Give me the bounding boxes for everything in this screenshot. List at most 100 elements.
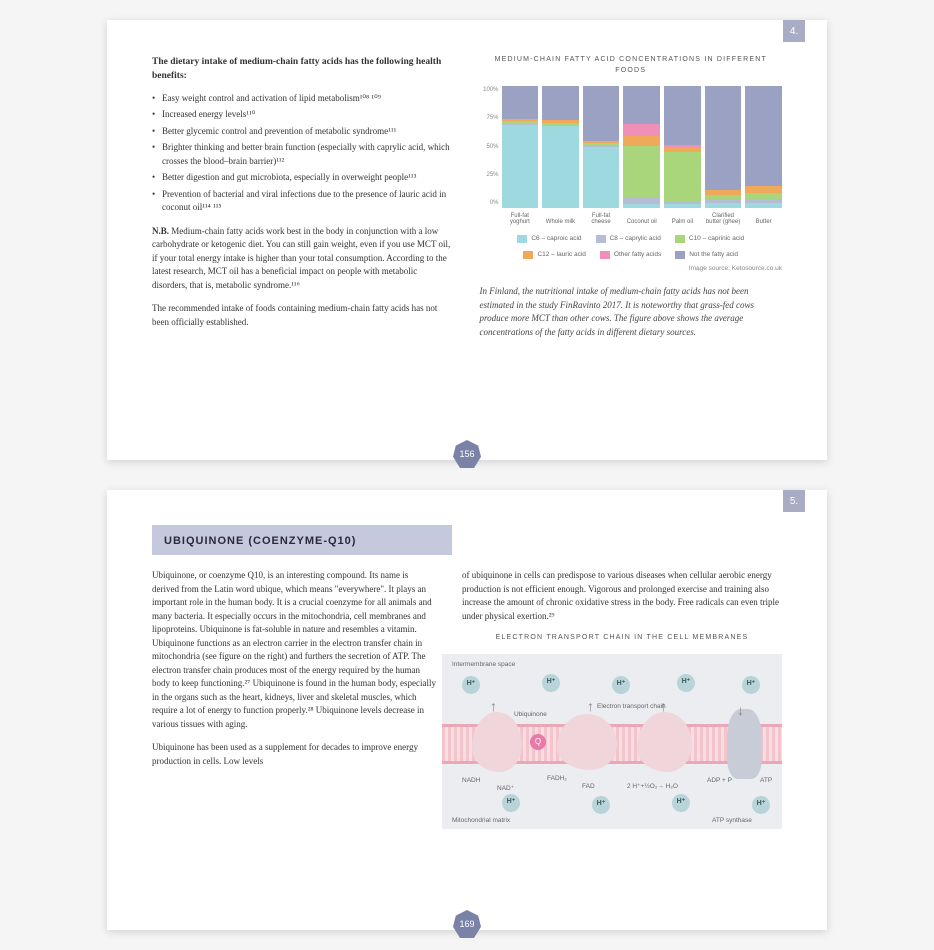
two-column-layout: The dietary intake of medium-chain fatty… xyxy=(152,55,782,425)
legend-item: C6 – caproic acid xyxy=(517,234,581,244)
body-paragraph-2: Ubiquinone has been used as a supplement… xyxy=(152,741,437,768)
nb-paragraph: N.B. Medium-chain fatty acids work best … xyxy=(152,225,455,293)
text-row: Ubiquinone, or coenzyme Q10, is an inter… xyxy=(152,569,782,829)
legend-label: C6 – caproic acid xyxy=(531,234,581,244)
body-paragraph-right: of ubiquinone in cells can predispose to… xyxy=(462,569,782,623)
chart-legend: C6 – caproic acid C8 – caprylic acid C10 –… xyxy=(480,234,783,260)
intermembrane-label: Intermembrane space xyxy=(452,660,515,670)
h-ion: H⁺ xyxy=(752,796,770,814)
benefit-item: Brighter thinking and better brain funct… xyxy=(152,141,455,168)
h-ion: H⁺ xyxy=(462,676,480,694)
mito-matrix-label: Mitochondrial matrix xyxy=(452,816,510,826)
bar-segment xyxy=(502,86,539,119)
h-ion: H⁺ xyxy=(672,794,690,812)
bar-segment xyxy=(664,152,701,201)
legend-swatch xyxy=(596,235,606,243)
section-heading-bar: UBIQUINONE (COENZYME-Q10) xyxy=(152,525,452,555)
benefit-item: Easy weight control and activation of li… xyxy=(152,92,455,106)
bar-segment xyxy=(623,136,660,146)
left-column: Ubiquinone, or coenzyme Q10, is an inter… xyxy=(152,569,437,829)
page-1: 4. The dietary intake of medium-chain fa… xyxy=(107,20,827,460)
legend-label: C10 – caprinic acid xyxy=(689,234,744,244)
protein-complex xyxy=(472,712,522,772)
bar-label: Clarified butter (ghee) xyxy=(705,213,742,226)
bar-label: Full-fat cheese xyxy=(583,213,620,226)
bar-label: Whole milk xyxy=(542,219,579,226)
q-marker: Q xyxy=(530,734,546,750)
bar-column: Full-fat yoghurt xyxy=(502,86,539,208)
section-heading-text: UBIQUINONE (COENZYME-Q10) xyxy=(164,535,356,547)
bar-segment xyxy=(583,147,620,208)
legend-label: C8 – caprylic acid xyxy=(610,234,661,244)
body-paragraph-1: Ubiquinone, or coenzyme Q10, is an inter… xyxy=(152,569,437,731)
water-label: 2 H⁺+½O₂→ H₂O xyxy=(627,782,678,792)
fad-label: FAD xyxy=(582,782,595,792)
intro-heading: The dietary intake of medium-chain fatty… xyxy=(152,55,455,84)
bar-segment xyxy=(623,204,660,208)
y-tick: 0% xyxy=(480,199,502,208)
legend-label: Other fatty acids xyxy=(614,250,661,260)
bar-segment xyxy=(705,203,742,208)
legend-swatch xyxy=(675,251,685,259)
etc-label: Electron transport chain xyxy=(597,702,666,712)
nb-text: Medium-chain fatty acids work best in th… xyxy=(152,226,450,290)
italic-caption: In Finland, the nutritional intake of me… xyxy=(480,285,783,339)
legend-item: Not the fatty acid xyxy=(675,250,738,260)
stacked-bar-chart: 100%75%50%25%0% Full-fat yoghurtWhole mi… xyxy=(480,86,783,226)
bar-segment xyxy=(664,204,701,208)
legend-item: C8 – caprylic acid xyxy=(596,234,661,244)
recommendation-text: The recommended intake of foods containi… xyxy=(152,302,455,329)
legend-label: Not the fatty acid xyxy=(689,250,738,260)
h-ion: H⁺ xyxy=(542,674,560,692)
chart-title: MEDIUM-CHAIN FATTY ACID CONCENTRATIONS I… xyxy=(480,55,783,76)
atp-synthase-label: ATP synthase xyxy=(712,816,752,826)
chapter-tab: 4. xyxy=(783,20,805,42)
bar-segment xyxy=(623,86,660,124)
atp-synthase xyxy=(727,709,762,779)
atp-label: ATP xyxy=(760,776,772,786)
bar-segment xyxy=(745,203,782,208)
legend-label: C12 – lauric acid xyxy=(537,250,585,260)
bar-label: Butter xyxy=(745,219,782,226)
nb-label: N.B. xyxy=(152,226,169,236)
bar-segment xyxy=(745,186,782,193)
bar-column: Coconut oil xyxy=(623,86,660,208)
bar-label: Palm oil xyxy=(664,219,701,226)
bar-segment xyxy=(502,125,539,208)
arrow-icon: ↑ xyxy=(587,696,594,717)
h-ion: H⁺ xyxy=(612,676,630,694)
diagram-title: ELECTRON TRANSPORT CHAIN IN THE CELL MEM… xyxy=(462,633,782,644)
benefit-item: Prevention of bacterial and viral infect… xyxy=(152,188,455,215)
h-ion: H⁺ xyxy=(592,796,610,814)
y-axis: 100%75%50%25%0% xyxy=(480,86,502,208)
arrow-icon: ↑ xyxy=(490,696,497,717)
bar-segment xyxy=(542,86,579,120)
benefit-item: Better digestion and gut microbiota, esp… xyxy=(152,171,455,185)
chapter-tab: 5. xyxy=(783,490,805,512)
h-ion: H⁺ xyxy=(502,794,520,812)
right-column: MEDIUM-CHAIN FATTY ACID CONCENTRATIONS I… xyxy=(480,55,783,425)
h-ion: H⁺ xyxy=(677,674,695,692)
bar-segment xyxy=(542,126,579,208)
nadh-label: NADH xyxy=(462,776,480,786)
legend-item: C10 – caprinic acid xyxy=(675,234,744,244)
electron-transport-diagram: Q H⁺H⁺H⁺H⁺H⁺H⁺H⁺H⁺H⁺↑↑↑↓Intermembrane sp… xyxy=(442,654,782,829)
legend-swatch xyxy=(675,235,685,243)
legend-swatch xyxy=(523,251,533,259)
nad-label: NAD⁺ xyxy=(497,784,514,794)
legend-item: Other fatty acids xyxy=(600,250,661,260)
y-tick: 75% xyxy=(480,114,502,123)
y-tick: 25% xyxy=(480,171,502,180)
benefits-list: Easy weight control and activation of li… xyxy=(152,92,455,215)
protein-complex xyxy=(557,714,617,770)
benefit-item: Better glycemic control and prevention o… xyxy=(152,125,455,139)
protein-complex xyxy=(637,712,692,772)
page2-layout: UBIQUINONE (COENZYME-Q10) Ubiquinone, or… xyxy=(152,525,782,895)
bar-segment xyxy=(583,86,620,141)
arrow-icon: ↓ xyxy=(737,700,744,721)
h-ion: H⁺ xyxy=(742,676,760,694)
image-source: Image source: Ketosource.co.uk xyxy=(480,264,783,274)
bar-column: Whole milk xyxy=(542,86,579,208)
left-column: The dietary intake of medium-chain fatty… xyxy=(152,55,455,425)
bar-label: Coconut oil xyxy=(623,219,660,226)
